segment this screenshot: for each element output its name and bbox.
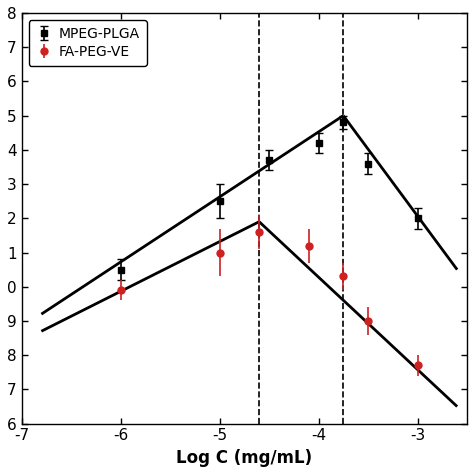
X-axis label: Log C (mg/mL): Log C (mg/mL) xyxy=(176,449,312,467)
Legend: MPEG-PLGA, FA-PEG-VE: MPEG-PLGA, FA-PEG-VE xyxy=(28,20,147,66)
